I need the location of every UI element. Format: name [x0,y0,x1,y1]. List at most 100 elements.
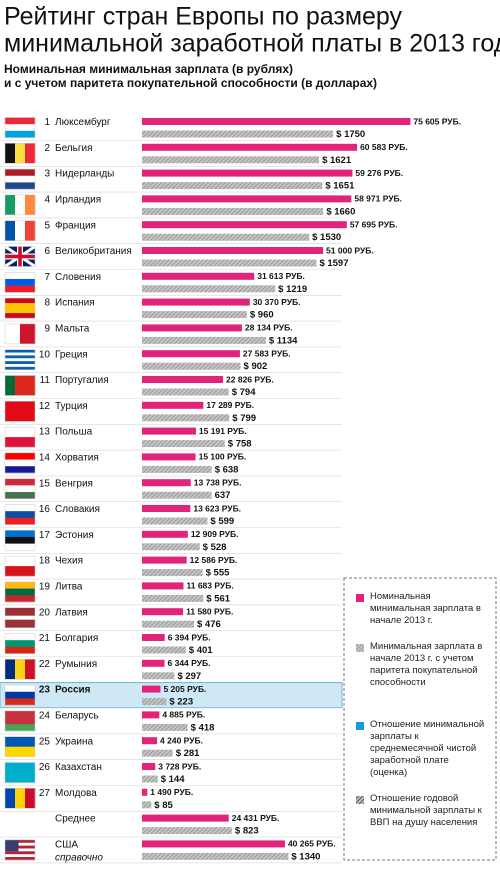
flag-border [4,736,36,757]
category-label: Португалия [55,375,109,386]
legend-entry: Отношение годовой минимальной зарплаты к… [370,793,482,828]
bar [142,118,411,125]
category-label: Люксембург [55,116,111,128]
bar [142,414,230,422]
flag-border [4,401,36,422]
legend-swatch [356,722,364,730]
category-label: Россия [55,685,91,696]
value-label: $ 85 [154,800,173,811]
flag-stripe [5,530,35,538]
category-label: Нидерланды [55,169,114,180]
flag-border [4,143,36,164]
flag-stripe [5,375,16,396]
category-label: Мальта [55,324,90,335]
bar [142,465,212,473]
flag-stripe [15,375,26,396]
value-label: 30 370 РУБ. [253,297,301,307]
flag [4,452,36,474]
category-label: Великобритания [55,245,132,257]
value-label: $ 1621 [322,155,352,166]
bar [142,362,241,370]
flag-stripe [5,308,35,314]
flag-stripe [5,323,21,344]
legend-label: Отношение минимальной зарплаты к среднем… [370,719,485,778]
rank: 7 [44,272,50,283]
category-label: Латвия [55,607,88,618]
flag [4,194,36,216]
category-label: Румыния [55,659,97,670]
flag-stripe [25,194,36,215]
category-note: справочно [55,853,103,864]
bar [142,569,203,577]
category-label: Франция [55,220,96,231]
bar [142,491,212,499]
bar [142,827,232,835]
legend-swatch [356,796,364,804]
flag-stripe [5,854,35,858]
category-label: Словакия [55,504,100,515]
value-label: 27 583 РУБ. [243,348,291,358]
flag-border [4,272,36,293]
rank: 20 [39,607,51,618]
rank: 25 [39,736,51,747]
value-label: $ 401 [189,645,213,656]
flag-stripe [25,788,36,809]
value-label: 31 613 РУБ. [257,271,305,281]
legend-entry: Отношение минимальной зарплаты к среднем… [370,719,485,778]
flag-stripe [5,611,35,616]
bar [142,685,161,693]
bar [142,737,158,745]
value-label: 58 971 РУБ. [354,194,402,204]
flag-stripe [5,857,35,861]
flag-stripe [5,517,35,525]
bar [142,788,148,796]
flag [4,736,36,757]
flag-stripe [5,536,35,544]
flag-border [4,607,36,628]
bar [142,672,175,680]
rank: 2 [44,143,50,154]
flag-stripe [5,452,35,460]
flag-border [4,246,36,267]
flag-stripe [5,842,35,846]
bar [142,207,324,215]
value-label: $ 476 [197,619,221,630]
value-label: 15 100 РУБ. [199,452,247,462]
value-label: $ 960 [250,310,274,321]
flag-stripe [25,659,36,680]
flag-stripe [5,358,35,362]
flag-stripe [5,543,35,551]
rank: 17 [39,530,51,541]
legend-label: Минимальная зарплата в начале 2013 г. с … [370,641,483,688]
category-label: Хорватия [55,453,99,464]
flag [4,839,36,861]
flag-border [4,581,36,603]
value-label: $ 1134 [269,335,298,346]
flag [4,762,36,783]
flag [4,143,36,164]
flag-border [4,426,36,448]
flag-stripe [5,724,35,732]
flag [4,788,36,809]
bar [142,775,158,783]
flag-stripe [25,220,36,241]
bar [142,233,310,241]
flag [4,220,36,241]
value-label: 28 134 РУБ. [245,323,293,333]
flag-stripe [25,375,36,396]
flag-stripe [5,349,35,353]
bar [142,427,196,435]
flag-border [4,117,36,138]
bar [142,840,285,848]
value-label: $ 528 [203,542,227,553]
bar [142,646,186,654]
category-label: Бельгия [55,143,93,154]
bar [142,324,242,332]
flag-stripe [5,298,35,304]
value-label: 11 683 РУБ. [186,581,233,591]
category-label: Турция [55,401,88,412]
flag [4,633,36,654]
flag-stripe [25,143,36,164]
row-highlight [0,682,343,709]
flag-stripe [5,691,35,699]
